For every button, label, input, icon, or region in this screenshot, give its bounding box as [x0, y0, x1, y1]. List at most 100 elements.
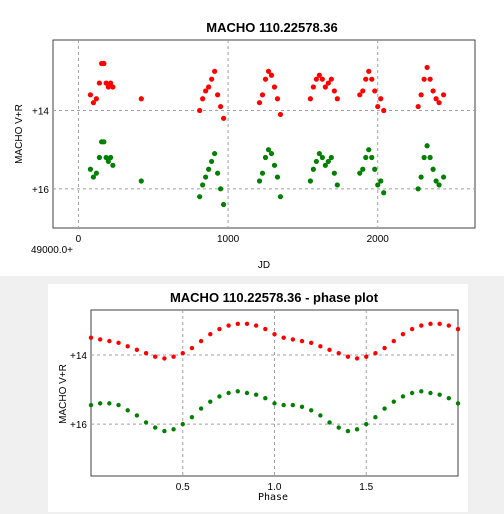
data-point — [253, 392, 259, 397]
data-point — [101, 139, 107, 145]
data-point — [369, 76, 375, 82]
data-point — [310, 84, 316, 90]
data-point — [271, 84, 278, 90]
data-point — [253, 323, 259, 328]
data-point — [208, 399, 213, 404]
data-point — [357, 170, 363, 176]
y-axis-label: MACHO V+R — [14, 104, 25, 164]
data-point — [259, 92, 266, 98]
data-point — [319, 154, 325, 161]
data-point — [263, 326, 268, 332]
data-point — [375, 103, 381, 110]
data-point — [162, 428, 167, 434]
data-point — [421, 76, 427, 82]
data-point — [354, 427, 360, 432]
data-point — [96, 154, 102, 161]
data-point — [263, 395, 268, 401]
data-point — [391, 338, 396, 344]
data-point — [369, 154, 375, 161]
data-point — [110, 162, 116, 168]
data-point — [419, 389, 424, 394]
data-point — [281, 335, 286, 340]
y-tick-label: +14 — [70, 351, 87, 362]
data-point — [262, 154, 269, 161]
tick-labels: 0.5 1.0 1.5 +14 +16 — [70, 351, 374, 493]
y-tick-label: +16 — [32, 185, 49, 196]
data-point — [281, 402, 286, 408]
data-point — [180, 351, 185, 356]
data-point — [218, 186, 224, 192]
data-point — [88, 402, 94, 408]
data-point — [220, 115, 227, 121]
data-point — [212, 150, 218, 157]
data-point — [212, 68, 218, 74]
data-point — [244, 390, 250, 396]
data-point — [409, 326, 415, 332]
data-point — [328, 154, 334, 161]
x-tick-label: 1.5 — [359, 482, 373, 493]
data-point — [268, 72, 275, 78]
data-point — [318, 344, 323, 349]
data-point — [171, 427, 176, 432]
data-point — [208, 332, 213, 337]
data-point — [372, 88, 378, 94]
data-point — [197, 107, 203, 114]
data-point — [256, 178, 263, 184]
x-tick-label: 1.0 — [268, 482, 282, 493]
data-point — [274, 96, 281, 102]
data-point — [226, 323, 231, 328]
data-point — [200, 96, 206, 102]
data-point — [363, 76, 369, 82]
data-point — [90, 100, 97, 106]
data-point — [277, 111, 284, 118]
data-point — [331, 88, 337, 94]
data-point — [418, 174, 424, 180]
phase-plot-chart: MACHO 110.22578.36 - phase plot 0.5 1.0 1.… — [48, 284, 468, 512]
data-point — [235, 389, 240, 394]
data-point — [290, 337, 296, 342]
data-point — [357, 92, 363, 98]
data-point — [437, 321, 442, 327]
data-point — [134, 413, 140, 418]
data-point — [345, 354, 351, 359]
data-points — [88, 321, 461, 434]
data-point — [265, 68, 272, 74]
data-point — [107, 401, 112, 406]
x-axis-label: Phase — [258, 492, 288, 503]
data-point — [299, 338, 305, 344]
data-point — [345, 428, 351, 434]
data-point — [277, 194, 284, 200]
data-point — [325, 158, 331, 165]
data-point — [430, 166, 436, 172]
data-point — [235, 321, 240, 327]
data-point — [215, 92, 221, 98]
data-point — [299, 404, 305, 410]
data-point — [93, 96, 99, 102]
data-point — [378, 96, 384, 102]
data-point — [105, 84, 111, 90]
data-point — [220, 201, 227, 208]
data-point — [316, 150, 322, 157]
data-point — [138, 96, 144, 102]
plot-area — [52, 39, 476, 229]
data-point — [381, 190, 387, 196]
data-point — [437, 392, 442, 397]
data-point — [107, 338, 112, 344]
data-point — [262, 76, 269, 82]
grid-lines — [91, 310, 458, 476]
data-point — [318, 413, 323, 418]
data-point — [153, 425, 158, 430]
data-point — [217, 394, 222, 399]
data-point — [336, 425, 341, 430]
data-point — [103, 80, 109, 86]
data-point — [309, 408, 314, 413]
data-point — [400, 332, 406, 337]
data-point — [90, 174, 97, 180]
data-point — [125, 408, 130, 413]
data-point — [436, 182, 442, 188]
data-point — [153, 354, 158, 359]
data-point — [134, 347, 140, 352]
data-point — [116, 402, 121, 408]
data-point — [209, 158, 215, 165]
data-point — [334, 96, 340, 102]
